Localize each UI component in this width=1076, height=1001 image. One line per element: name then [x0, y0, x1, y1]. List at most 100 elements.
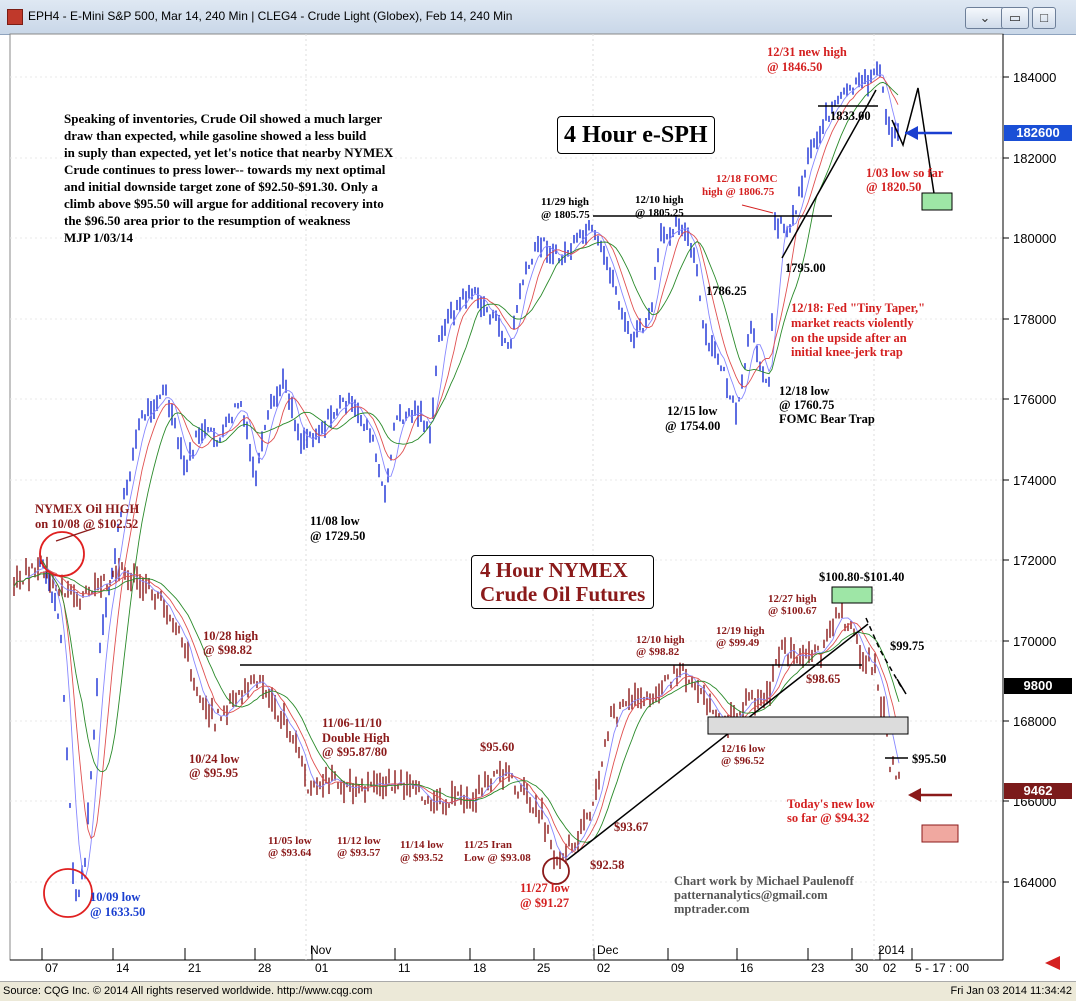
window-title-bar: EPH4 - E-Mini S&P 500, Mar 14, 240 Min |… — [0, 0, 1076, 35]
crude-annotation-label: $95.50 — [912, 752, 946, 766]
crude-current-arrowhead — [908, 788, 921, 802]
crude-annotation-label: @ $95.95 — [189, 766, 238, 780]
crude-title-line: Crude Oil Futures — [480, 582, 646, 606]
spx-annotation-label: 1833.00 — [830, 109, 871, 123]
time-axis-ticks: 07 14 21 28 01 11 18 25 02 09 16 23 30 02 5 - 17 : 00 N… — [41, 943, 969, 975]
crude-annotation-label: @ $99.49 — [716, 637, 760, 649]
month-label: Nov — [310, 943, 331, 957]
commentary-line: Speaking of inventories, Crude Oil showe… — [64, 111, 383, 126]
crude-chart-title: 4 Hour NYMEX Crude Oil Futures — [471, 555, 655, 609]
spx-annotation-label: @ 1729.50 — [310, 529, 365, 543]
crude-annotation-label: $93.67 — [614, 820, 648, 834]
crude-annotation-label: @ $93.52 — [400, 852, 444, 864]
status-bar: Source: CQG Inc. © 2014 All rights reser… — [0, 981, 1076, 1001]
spx-annotation-label: 1/03 low so far — [866, 166, 944, 180]
spx-annotation-label: 10/09 low — [90, 890, 140, 904]
month-label: Dec — [597, 943, 618, 957]
crude-annotation-label: @ $93.64 — [268, 847, 312, 859]
crude-annotation-label: @ $98.82 — [636, 646, 680, 658]
price-tick-label: 174000 — [1013, 473, 1056, 488]
price-tick-label: 178000 — [1013, 312, 1056, 327]
price-bars — [13, 61, 900, 902]
window-title: EPH4 - E-Mini S&P 500, Mar 14, 240 Min |… — [28, 9, 513, 23]
crude-annotation-label: @ $100.67 — [768, 605, 817, 617]
crude-annotation-label: 10/24 low — [189, 752, 239, 766]
trendline-drawings — [39, 87, 959, 918]
crude-annotation-label: Today's new low — [787, 797, 875, 811]
crude-projection-arrowhead — [896, 678, 907, 695]
price-tag: 182600 — [1004, 125, 1072, 141]
price-tick-label: 182000 — [1013, 151, 1056, 166]
annotation-labels: 12/31 new high@ 1846.50 1833.00 1/03 low s… — [35, 45, 1060, 970]
spx-annotation-label: initial knee-jerk trap — [791, 345, 903, 359]
spx-annotation-label: 11/29 high — [541, 196, 589, 208]
price-tag: 9462 — [1004, 783, 1072, 799]
price-axis-ticks: 184000 182000 180000 178000 176000 174000 1720… — [1003, 70, 1056, 890]
time-tick-label: 23 — [811, 961, 825, 975]
price-tick-label: 180000 — [1013, 231, 1056, 246]
crude-annotation-label: 12/19 high — [716, 625, 765, 637]
spx-current-arrowhead — [905, 126, 918, 140]
cqg-app-icon — [7, 9, 23, 25]
time-tick-label: 30 — [855, 961, 869, 975]
price-tick-label: 184000 — [1013, 70, 1056, 85]
scroll-right-icon[interactable] — [1045, 956, 1060, 970]
status-source-text: Source: CQG Inc. © 2014 All rights reser… — [3, 985, 373, 997]
crude-support-zone — [707, 716, 909, 735]
price-tick-label: 170000 — [1013, 634, 1056, 649]
crude-annotation-label: Low @ $93.08 — [464, 852, 531, 864]
crude-annotation-label: @ $98.82 — [203, 643, 252, 657]
spx-annotation-label: 12/18 FOMC — [716, 173, 777, 185]
maximize-button[interactable]: □ — [1032, 7, 1056, 29]
commentary-line: MJP 1/03/14 — [64, 230, 133, 245]
crude-annotation-label: 11/25 Iran — [464, 839, 512, 851]
spx-annotation-label: @ 1754.00 — [665, 419, 720, 433]
fomc-high-pointer — [741, 204, 774, 214]
crude-annotation-label: 11/05 low — [268, 835, 312, 847]
crude-annotation-label: 11/14 low — [400, 839, 444, 851]
crude-annotation-label: 12/27 high — [768, 593, 817, 605]
crude-annotation-label: @ $93.57 — [337, 847, 381, 859]
time-tick-label: 07 — [45, 961, 59, 975]
crude-annotation-label: @ $96.52 — [721, 755, 765, 767]
crude-target-box — [921, 824, 959, 843]
crude-annotation-label: on 10/08 @ $102.52 — [35, 517, 138, 531]
price-tick-label: 176000 — [1013, 392, 1056, 407]
spx-projection-path — [891, 87, 936, 201]
minimize-button[interactable]: ▭ — [1001, 7, 1029, 29]
crude-annotation-label: $98.65 — [806, 672, 840, 686]
time-tick-label: 21 — [188, 961, 202, 975]
spx-annotation-label: @ 1846.50 — [767, 60, 822, 74]
time-tick-label: 25 — [537, 961, 551, 975]
time-tick-label: 16 — [740, 961, 754, 975]
spx-annotation-label: FOMC Bear Trap — [779, 412, 875, 426]
spx-chart-title: 4 Hour e-SPH — [557, 116, 715, 154]
crude-moving-average — [13, 570, 900, 853]
crude-title-line: 4 Hour NYMEX — [480, 558, 628, 582]
spx-annotation-label: 1795.00 — [785, 261, 826, 275]
spx-annotation-label: 12/15 low — [667, 404, 717, 418]
oil-high-pointer — [55, 527, 96, 542]
spx-annotation-label: @ 1820.50 — [866, 180, 921, 194]
spx-moving-average — [39, 81, 899, 773]
time-tick-label: 28 — [258, 961, 272, 975]
time-tick-label: 5 - 17 : 00 — [915, 961, 969, 975]
crude-annotation-label: NYMEX Oil HIGH — [35, 502, 139, 516]
credit-line: patternanalytics@gmail.com — [674, 888, 828, 902]
commentary-line: and initial downside target zone of $92.… — [64, 179, 378, 194]
spx-target-box — [921, 192, 953, 211]
time-tick-label: 18 — [473, 961, 487, 975]
crude-annotation-label: 12/10 high — [636, 634, 685, 646]
crude-annotation-label: 11/12 low — [337, 835, 381, 847]
status-timestamp: Fri Jan 03 2014 11:34:42 — [950, 985, 1073, 997]
crude-annotation-label: $92.58 — [590, 858, 624, 872]
commentary-line: climb above $95.50 will argue for additi… — [64, 196, 384, 211]
crude-resistance-zone — [831, 586, 873, 604]
spx-annotation-label: 12/18: Fed "Tiny Taper," — [791, 301, 925, 315]
spx-moving-average — [39, 74, 899, 880]
spx-annotation-label: @ 1633.50 — [90, 905, 145, 919]
crude-projection-path — [865, 617, 904, 691]
commentary-line: Crude continues to press lower-- towards… — [64, 162, 386, 177]
price-tick-label: 172000 — [1013, 553, 1056, 568]
